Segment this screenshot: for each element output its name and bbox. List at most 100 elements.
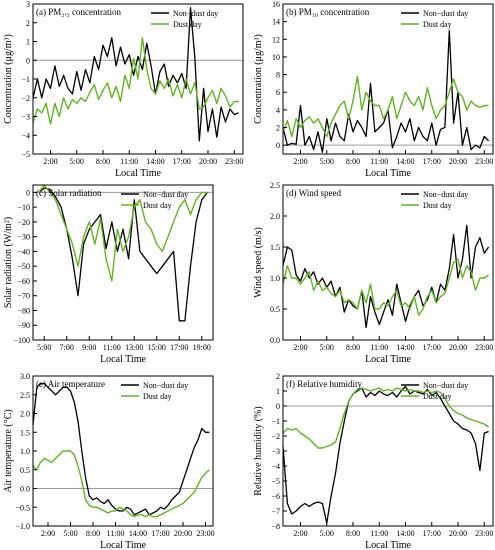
legend-label-dust: Dust day	[143, 392, 172, 401]
x-tick-label: 20:00	[449, 157, 467, 166]
panel-a: 2:00 5:00 8:00 11:00 14:00 17:00 20:00 23:00 Loc…	[3, 0, 244, 179]
y-tick-label: −5	[21, 150, 30, 159]
x-axis-label: Local Time	[100, 354, 146, 365]
y-tick-label: 2	[276, 372, 280, 381]
legend-label-dust: Dust day	[143, 201, 172, 210]
x-tick-label: 23:00	[475, 343, 493, 352]
x-tick-label: 14:00	[396, 529, 414, 538]
x-tick-label: 13:00	[125, 343, 143, 352]
y-tick-label: 14	[272, 18, 280, 27]
x-tick-label: 5:00	[70, 157, 84, 166]
y-tick-label: 1.0	[20, 447, 30, 456]
y-tick-label: −4	[21, 131, 30, 140]
x-tick-label: 11:00	[120, 157, 138, 166]
y-tick-label: −4	[271, 462, 280, 471]
panel-title: (a) PM₂.₅ concentration	[36, 7, 121, 17]
y-tick-label: −2	[21, 94, 30, 103]
y-tick-label: −100	[13, 336, 30, 345]
y-tick-label: −2	[271, 432, 280, 441]
y-tick-label: 0	[276, 402, 280, 411]
y-tick-label: −40	[17, 247, 30, 256]
y-tick-label: 12	[272, 35, 280, 44]
x-tick-label: 9:00	[82, 343, 96, 352]
y-tick-label: 1	[26, 38, 30, 47]
y-tick-label: 3.0	[20, 372, 30, 381]
y-tick-label: −0.5	[15, 503, 30, 512]
panel-f: 2:00 5:00 8:00 11:00 14:00 17:00 20:00 23:00 Loc…	[253, 372, 494, 550]
y-tick-label: −6	[271, 492, 280, 501]
y-tick-label: 10	[272, 53, 280, 62]
y-tick-label: 8	[276, 71, 280, 80]
x-axis-label: Local Time	[365, 354, 411, 365]
y-axis-label: Relative humidity (%)	[253, 406, 264, 495]
y-tick-label: 3	[26, 0, 30, 9]
y-tick-label: −1	[271, 417, 280, 426]
x-axis-label: Local Time	[115, 168, 161, 179]
x-axis-label: Local Time	[365, 168, 411, 179]
x-tick-label: 8:00	[86, 529, 100, 538]
panel-b: 2:00 5:00 8:00 11:00 14:00 17:00 20:00 23:00 Loc…	[253, 0, 494, 179]
y-tick-label: −90	[17, 321, 30, 330]
x-tick-label: 14:00	[396, 343, 414, 352]
legend-label-dust: Dust day	[423, 201, 452, 210]
legend-label-non-dust: Non−dust day	[143, 190, 188, 199]
x-tick-label: 2:00	[293, 529, 307, 538]
x-axis-label: Local Time	[100, 540, 146, 550]
y-tick-label: 6	[276, 88, 280, 97]
x-tick-label: 14:00	[129, 529, 147, 538]
y-tick-label: 2.5	[270, 181, 280, 190]
y-axis-label: Concentration (μg/m³)	[253, 34, 264, 124]
y-tick-label: 0.0	[20, 485, 30, 494]
y-tick-label: −10	[17, 203, 30, 212]
x-tick-label: 20:00	[174, 529, 192, 538]
x-tick-label: 8:00	[96, 157, 110, 166]
x-tick-label: 17:00	[173, 157, 191, 166]
y-tick-label: 2	[26, 19, 30, 28]
y-tick-label: −3	[271, 447, 280, 456]
x-tick-label: 19:00	[193, 343, 211, 352]
y-tick-label: −60	[17, 277, 30, 286]
x-tick-label: 5:00	[320, 157, 334, 166]
legend-label-dust: Dust day	[423, 20, 452, 29]
x-tick-label: 11:00	[107, 529, 125, 538]
x-tick-label: 23:00	[475, 529, 493, 538]
y-tick-label: −3	[21, 113, 30, 122]
series-line-dust	[32, 450, 210, 518]
y-tick-label: 0.5	[20, 466, 30, 475]
y-tick-label: −7	[271, 507, 280, 516]
legend-label-dust: Dust day	[173, 20, 202, 29]
y-tick-label: 1	[276, 387, 280, 396]
y-tick-label: −1.0	[15, 522, 30, 531]
panel-title: (f) Relative humidity	[286, 379, 362, 389]
y-tick-label: 2.5	[20, 391, 30, 400]
y-tick-label: 0	[276, 141, 280, 150]
y-tick-label: −70	[17, 292, 30, 301]
plot-frame	[32, 184, 214, 341]
x-tick-label: 17:00	[423, 529, 441, 538]
x-tick-label: 20:00	[199, 157, 217, 166]
x-tick-label: 5:00	[320, 529, 334, 538]
series-line-dust	[282, 75, 489, 138]
x-axis-label: Local Time	[365, 540, 411, 550]
legend-label-non-dust: Non−dust day	[423, 190, 468, 199]
panel-title: (d) Wind speed	[286, 188, 341, 198]
legend-label-non-dust: Non−dust day	[143, 381, 188, 390]
y-tick-label: −1	[21, 75, 30, 84]
x-tick-label: 5:00	[37, 343, 51, 352]
plot-frame	[282, 184, 494, 341]
series-line-non-dust	[32, 382, 210, 516]
y-tick-label: 16	[272, 0, 280, 9]
panel-c: 5:00 7:00 9:00 11:00 13:00 15:00 17:00 19:00 Loc…	[3, 184, 214, 365]
x-tick-label: 23:00	[475, 157, 493, 166]
x-tick-label: 11:00	[370, 529, 388, 538]
y-tick-label: 1.5	[270, 243, 280, 252]
x-tick-label: 2:00	[293, 343, 307, 352]
x-tick-label: 23:00	[225, 157, 243, 166]
x-tick-label: 5:00	[63, 529, 77, 538]
y-tick-label: 1.5	[20, 428, 30, 437]
y-tick-label: −20	[17, 218, 30, 227]
y-tick-label: 4	[276, 106, 280, 115]
panel-title: (c) Solar radiation	[36, 188, 102, 198]
y-tick-label: −8	[271, 522, 280, 531]
